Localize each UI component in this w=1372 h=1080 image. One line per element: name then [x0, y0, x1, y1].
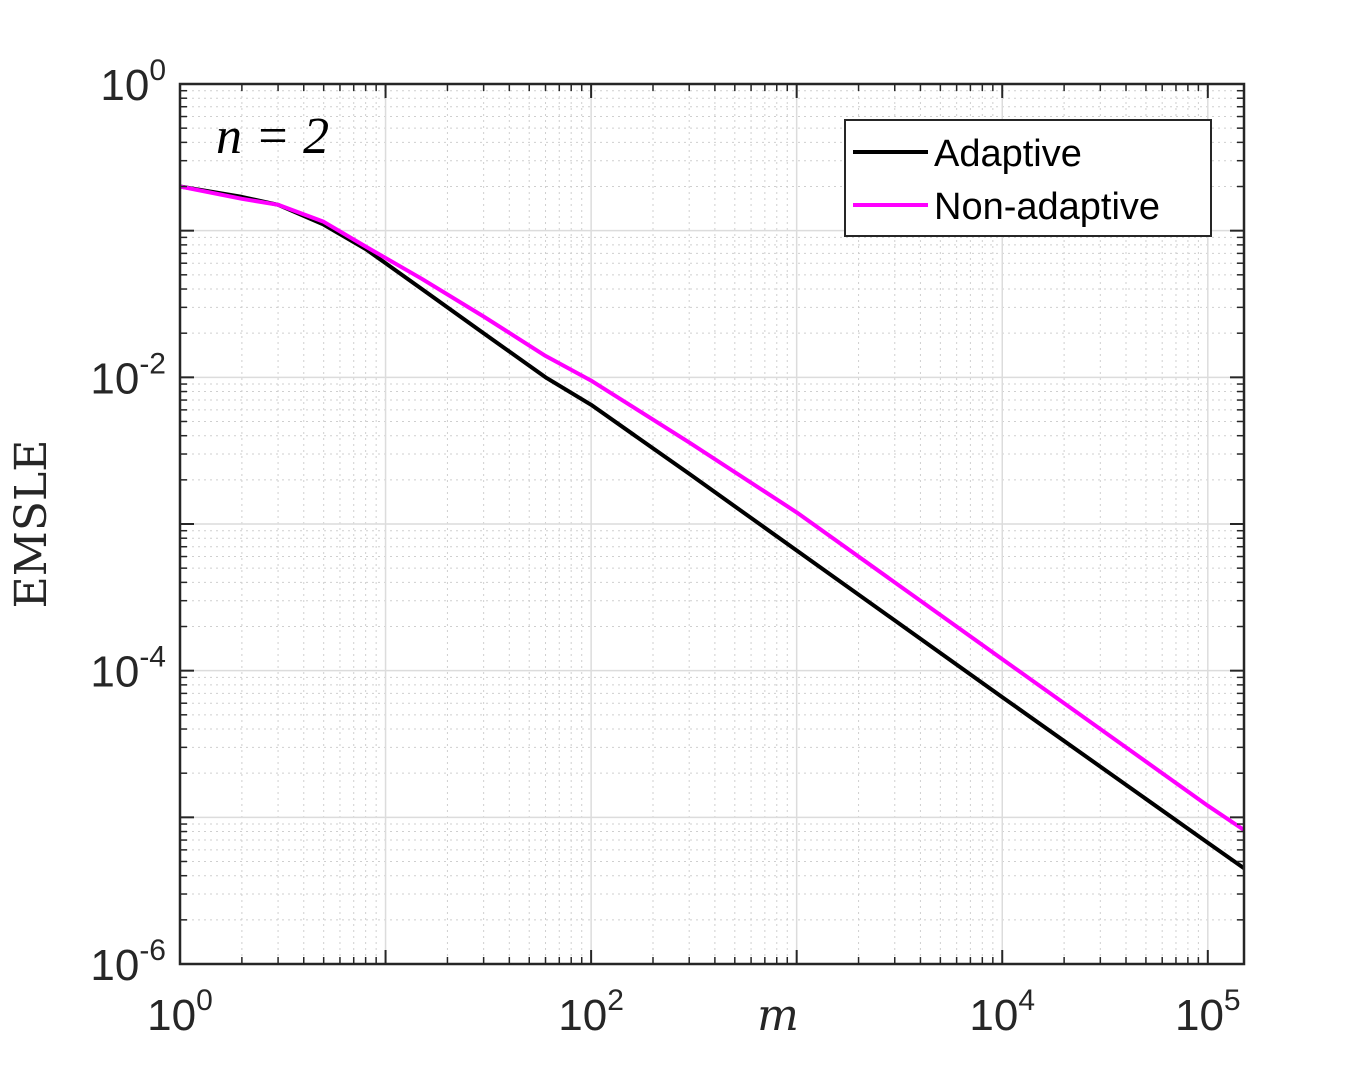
- x-tick-label: 104: [969, 984, 1035, 1040]
- panel-annotation: n = 2: [216, 108, 329, 165]
- axis-ticks: [179, 83, 1244, 965]
- series-layer: [179, 184, 1246, 870]
- tick-labels: 100 102 104 105 100 10-2 10-4 10-6: [90, 54, 1240, 1040]
- y-axis-label: EMSLE: [6, 440, 57, 609]
- x-axis-label: m: [757, 990, 799, 1041]
- legend: Adaptive Non-adaptive: [844, 119, 1212, 237]
- x-tick-label: 100: [147, 984, 213, 1040]
- legend-box: [844, 119, 1212, 237]
- y-tick-label: 10-2: [90, 347, 166, 403]
- series-line-non-adaptive: [179, 184, 1246, 832]
- x-tick-label: 102: [558, 984, 624, 1040]
- y-tick-label: 100: [100, 54, 166, 110]
- legend-label-non-adaptive: Non-adaptive: [934, 186, 1160, 228]
- y-tick-label: 10-4: [90, 641, 166, 697]
- x-tick-label: 105: [1175, 984, 1241, 1040]
- y-tick-label: 10-6: [90, 934, 166, 990]
- legend-label-adaptive: Adaptive: [934, 133, 1082, 175]
